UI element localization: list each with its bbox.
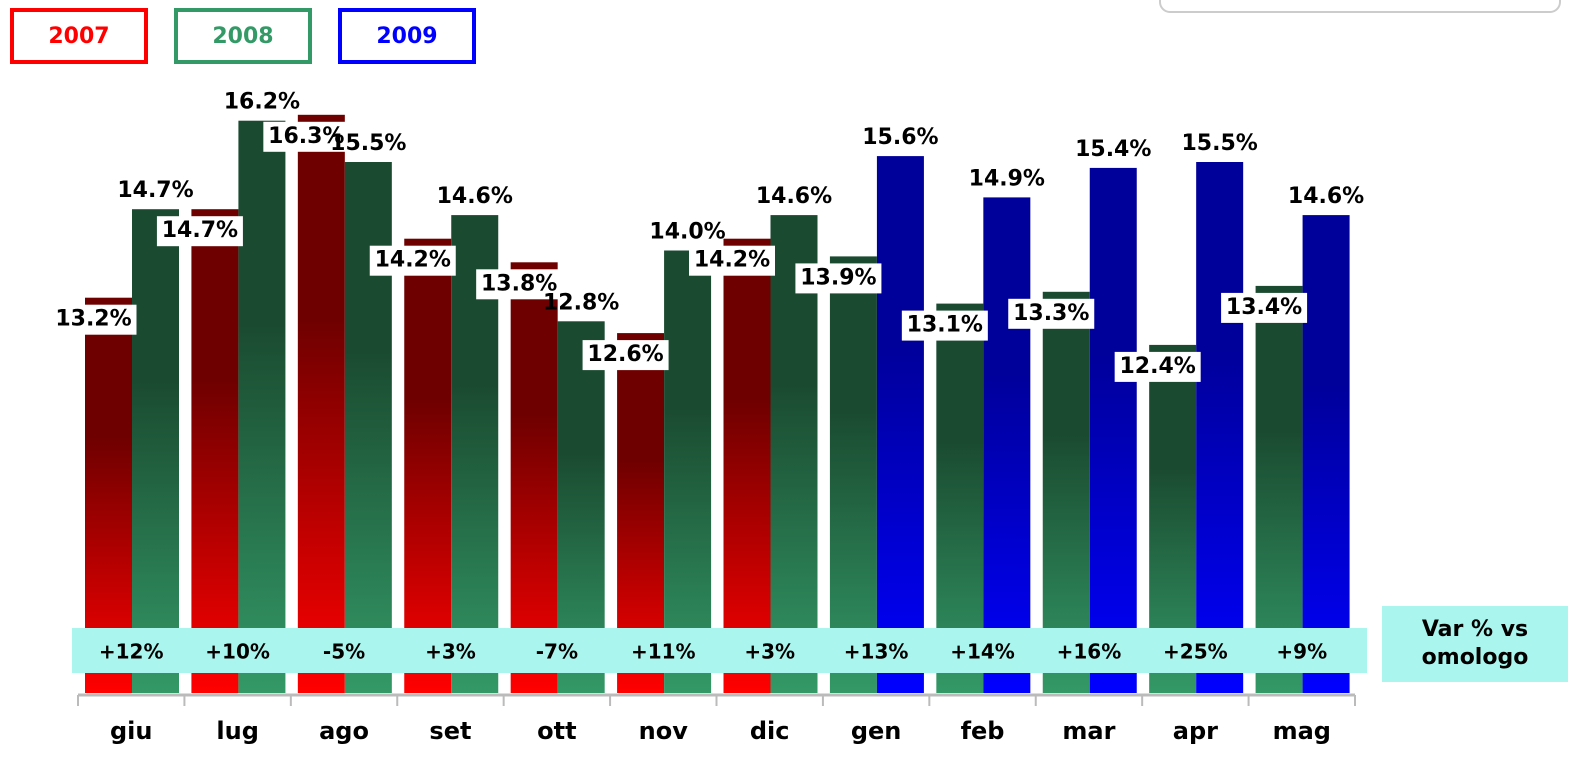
value-label-box (795, 263, 882, 294)
legend-label: 2007 (48, 24, 109, 49)
variation-caption: Var % vs omologo (1382, 606, 1568, 682)
bar (876, 156, 924, 694)
x-tick-label: giu (110, 717, 153, 745)
value-label: 13.3% (1013, 301, 1089, 326)
variation-label: -5% (323, 640, 365, 664)
bar (404, 238, 452, 693)
bar (85, 297, 132, 693)
value-label: 15.5% (330, 131, 406, 156)
bar (510, 262, 558, 693)
bar (1196, 162, 1244, 693)
variation-label: +3% (744, 640, 795, 664)
variation-label: +16% (1057, 640, 1122, 664)
bar (664, 250, 712, 693)
bar (1089, 167, 1137, 693)
variation-label: -7% (536, 640, 578, 664)
value-label-box (476, 269, 563, 300)
value-label-box (263, 121, 350, 152)
x-tick-label: feb (961, 717, 1005, 745)
x-tick-label: ott (537, 717, 576, 745)
x-tick-label: nov (639, 717, 689, 745)
legend-label: 2008 (212, 24, 273, 49)
bar (344, 162, 392, 693)
bar (829, 256, 877, 693)
variation-label: +14% (950, 640, 1015, 664)
variation-label: +13% (844, 640, 909, 664)
value-label: 15.4% (1075, 137, 1151, 162)
value-label-box (369, 245, 456, 276)
bar (1302, 215, 1350, 693)
value-label: 12.4% (1120, 354, 1196, 379)
value-label-box (689, 245, 775, 276)
value-label: 13.1% (907, 313, 983, 338)
variation-label: +11% (631, 640, 696, 664)
value-label-box (1114, 351, 1201, 382)
x-tick-label: mag (1273, 717, 1331, 745)
value-label: 16.2% (224, 90, 300, 115)
bar (297, 114, 345, 694)
value-label: 14.2% (694, 248, 770, 273)
variation-band (72, 628, 1367, 673)
value-label: 14.7% (117, 178, 193, 203)
value-label-box (50, 304, 137, 335)
x-tick-label: dic (750, 717, 790, 745)
variation-label: +10% (205, 640, 270, 664)
value-label: 14.7% (162, 218, 238, 243)
legend-box (338, 8, 476, 64)
bar (238, 120, 286, 693)
bar (723, 238, 771, 693)
x-tick-label: gen (851, 717, 902, 745)
x-tick-label: apr (1173, 717, 1218, 745)
value-label: 15.6% (862, 125, 938, 150)
value-label: 15.5% (1182, 131, 1258, 156)
bar (983, 197, 1031, 693)
value-label: 14.2% (375, 248, 451, 273)
value-label: 12.6% (587, 342, 663, 367)
value-label: 14.9% (969, 166, 1045, 191)
value-label: 14.6% (756, 184, 832, 209)
value-label: 14.6% (437, 184, 513, 209)
bar (770, 215, 818, 693)
value-label: 14.0% (649, 220, 725, 245)
value-label: 13.4% (1226, 295, 1302, 320)
bar (1255, 285, 1303, 693)
value-label-box (901, 310, 988, 341)
value-label-box (156, 216, 243, 247)
variation-label: +3% (425, 640, 476, 664)
value-label: 13.2% (55, 307, 131, 332)
bar (1042, 291, 1090, 693)
legend-box (174, 8, 312, 64)
legend-box (10, 8, 148, 64)
variation-label: +9% (1276, 640, 1327, 664)
value-label-box (1221, 292, 1308, 323)
bar (191, 209, 239, 693)
frame-decoration (1159, 0, 1561, 13)
value-label-box (1008, 298, 1095, 329)
value-label: 12.8% (543, 290, 619, 315)
bar (132, 209, 179, 693)
variation-label: +12% (99, 640, 164, 664)
legend-label: 2009 (376, 24, 437, 49)
variation-label: +25% (1163, 640, 1228, 664)
value-label-box (582, 340, 669, 371)
value-label: 13.8% (481, 271, 557, 296)
value-label: 16.3% (268, 124, 344, 149)
value-label: 13.9% (800, 265, 876, 290)
x-tick-label: ago (319, 717, 369, 745)
x-tick-label: mar (1062, 717, 1115, 745)
x-tick-label: lug (216, 717, 259, 745)
value-label: 14.6% (1288, 184, 1364, 209)
x-tick-label: set (429, 717, 471, 745)
